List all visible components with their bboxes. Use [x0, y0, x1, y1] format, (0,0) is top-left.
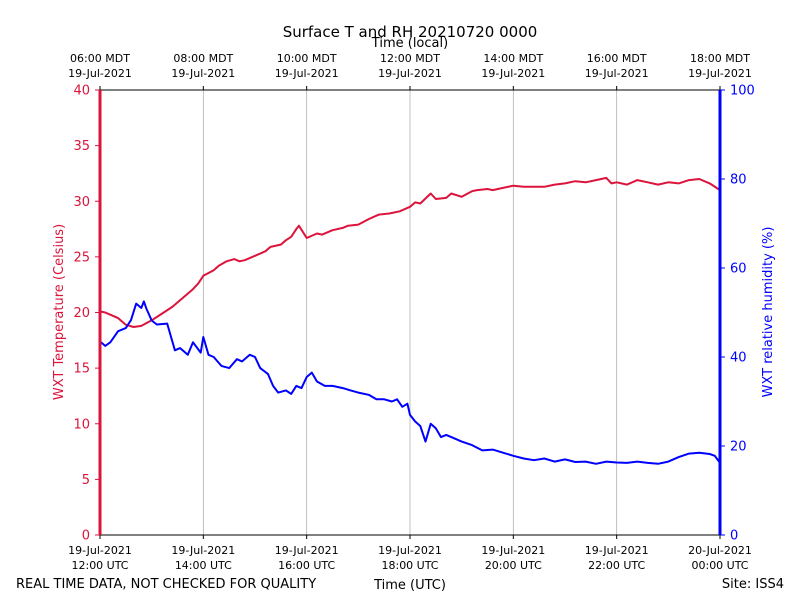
- x-tick-label: 19-Jul-2021: [275, 544, 339, 557]
- top-tick-label: 12:00 MDT: [380, 52, 440, 65]
- y-left-tick-label: 0: [82, 529, 90, 544]
- x-tick-label: 12:00 UTC: [71, 559, 128, 572]
- x-tick-label: 00:00 UTC: [691, 559, 748, 572]
- x-tick-label: 19-Jul-2021: [481, 544, 545, 557]
- y-left-tick-label: 30: [73, 195, 90, 210]
- y-right-tick-label: 20: [730, 440, 747, 455]
- x-tick-label: 14:00 UTC: [175, 559, 232, 572]
- y-right-tick-label: 80: [730, 173, 747, 188]
- y-left-tick-label: 25: [73, 250, 90, 265]
- x-tick-label: 22:00 UTC: [588, 559, 645, 572]
- x-tick-label: 16:00 UTC: [278, 559, 335, 572]
- x-tick-label: 19-Jul-2021: [378, 544, 442, 557]
- x-tick-label: 20-Jul-2021: [688, 544, 752, 557]
- chart-title: Surface T and RH 20210720 0000: [283, 23, 538, 41]
- quality-disclaimer: REAL TIME DATA, NOT CHECKED FOR QUALITY: [16, 577, 316, 592]
- x-axis-label: Time (UTC): [373, 578, 446, 593]
- y-axis-left-label: WXT Temperature (Celsius): [52, 224, 67, 400]
- axis-ticks: 19-Jul-2021 12:00 UTC 19-Jul-2021 14:00 UTC…: [68, 52, 755, 572]
- y-right-tick-label: 60: [730, 262, 747, 277]
- y-axis-right-label: WXT relative humidity (%): [761, 227, 776, 398]
- y-left-tick-label: 20: [73, 306, 90, 321]
- x-tick-label: 18:00 UTC: [381, 559, 438, 572]
- top-axis-label: Time (local): [371, 36, 448, 51]
- site-label: Site: ISS4: [722, 577, 784, 592]
- humidity-line: [99, 300, 721, 465]
- top-tick-label: 06:00 MDT: [70, 52, 130, 65]
- y-left-tick-label: 10: [73, 417, 90, 432]
- y-left-tick-label: 35: [73, 139, 90, 154]
- top-tick-label: 18:00 MDT: [690, 52, 750, 65]
- x-tick-label: 19-Jul-2021: [171, 544, 235, 557]
- x-tick-label: 19-Jul-2021: [68, 544, 132, 557]
- series-group: [99, 176, 721, 465]
- x-tick-label: 19-Jul-2021: [585, 544, 649, 557]
- top-tick-label: 10:00 MDT: [277, 52, 337, 65]
- y-left-tick-label: 15: [73, 362, 90, 377]
- top-tick-label: 19-Jul-2021: [481, 67, 545, 80]
- top-tick-label: 19-Jul-2021: [688, 67, 752, 80]
- top-tick-label: 19-Jul-2021: [275, 67, 339, 80]
- top-tick-label: 19-Jul-2021: [171, 67, 235, 80]
- y-left-tick-label: 5: [82, 473, 90, 488]
- x-grid: [202, 90, 618, 535]
- temperature-line: [99, 176, 721, 328]
- y-right-tick-label: 0: [730, 529, 738, 544]
- y-right-tick-label: 40: [730, 351, 747, 366]
- x-tick-label: 20:00 UTC: [485, 559, 542, 572]
- top-tick-label: 19-Jul-2021: [585, 67, 649, 80]
- top-tick-label: 16:00 MDT: [587, 52, 647, 65]
- y-right-tick-label: 100: [730, 84, 755, 99]
- top-tick-label: 19-Jul-2021: [68, 67, 132, 80]
- top-tick-label: 19-Jul-2021: [378, 67, 442, 80]
- y-left-tick-label: 40: [73, 84, 90, 99]
- top-tick-label: 08:00 MDT: [173, 52, 233, 65]
- top-tick-label: 14:00 MDT: [483, 52, 543, 65]
